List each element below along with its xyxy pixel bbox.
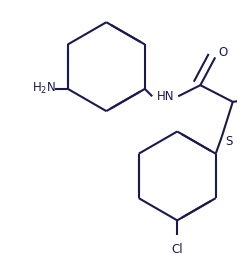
- Text: HN: HN: [156, 90, 174, 103]
- Text: Cl: Cl: [171, 244, 183, 254]
- Text: H$_2$N: H$_2$N: [32, 81, 56, 97]
- Text: O: O: [218, 46, 227, 59]
- Text: S: S: [225, 135, 233, 148]
